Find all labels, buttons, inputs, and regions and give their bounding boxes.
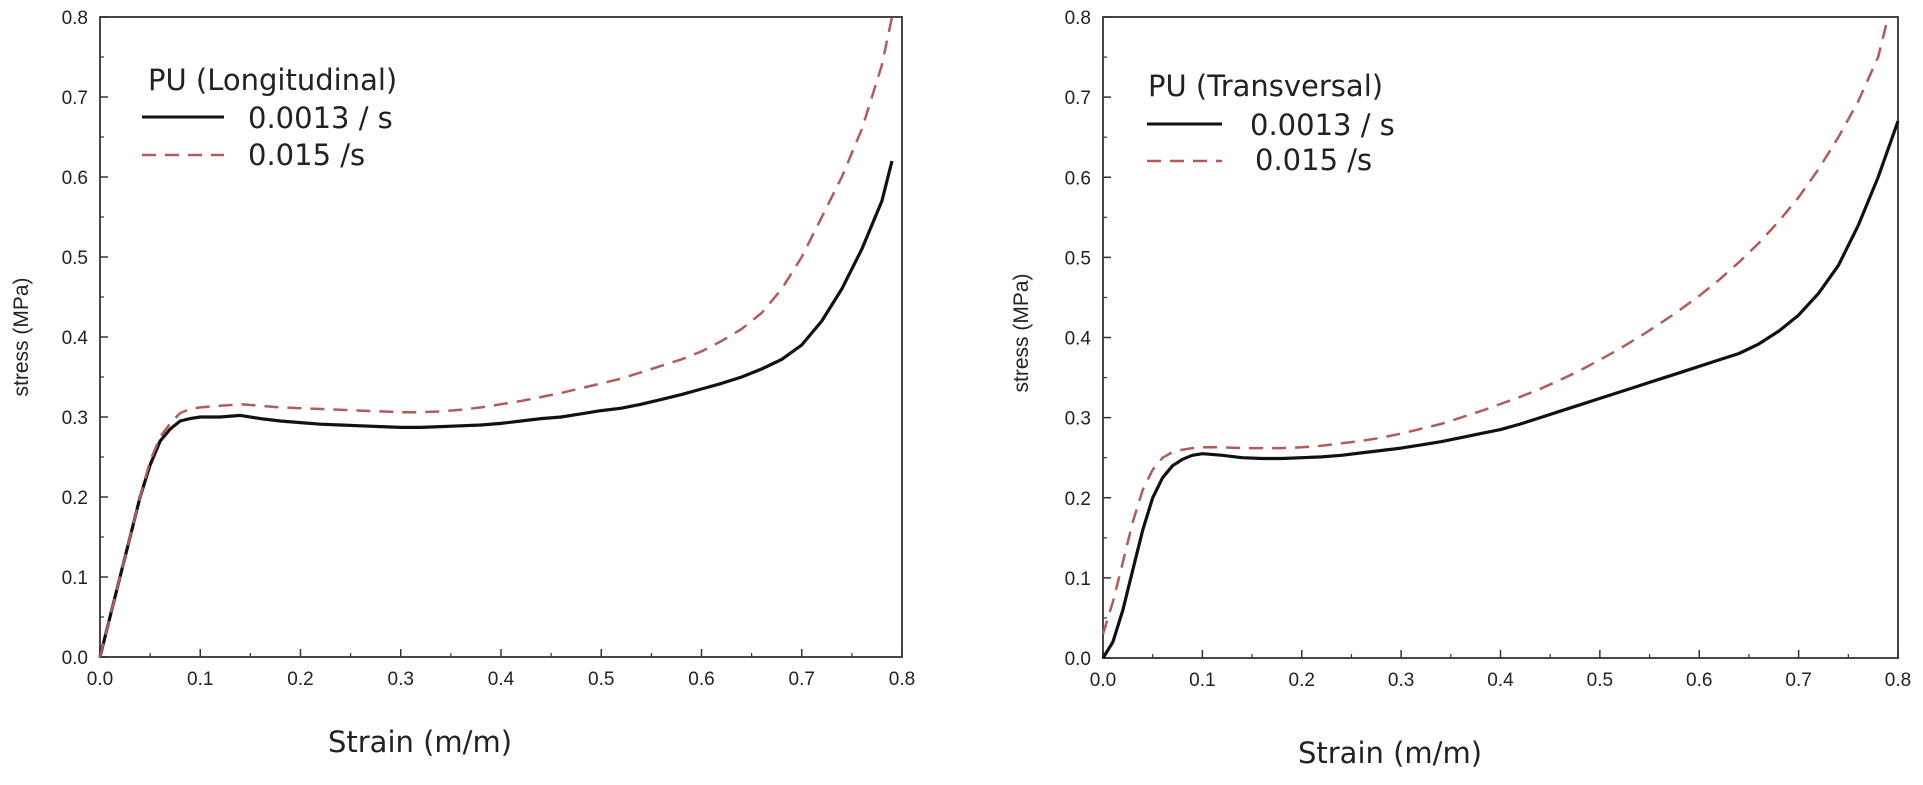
legend: PU (Transversal) 0.0013 / s 0.015 /s xyxy=(1147,69,1395,177)
legend-title: PU (Longitudinal) xyxy=(148,63,397,97)
x-tick-label: 0.6 xyxy=(688,669,714,690)
y-axis-ticks: 0.0 0.1 0.2 0.3 0.4 0.5 0.6 0.7 0.8 xyxy=(1065,8,1111,670)
x-axis-ticks: 0.0 0.1 0.2 0.3 0.4 0.5 0.6 0.7 0.8 xyxy=(87,649,915,690)
y-tick-label: 0.5 xyxy=(1065,248,1091,269)
series-group xyxy=(1101,16,1900,659)
y-tick-label: 0.1 xyxy=(1065,569,1091,590)
x-tick-label: 0.0 xyxy=(1090,670,1116,691)
y-tick-label: 0.4 xyxy=(62,328,89,349)
y-tick-label: 0.2 xyxy=(1065,489,1091,510)
x-tick-label: 0.2 xyxy=(287,669,313,690)
y-axis-label: stress (MPa) xyxy=(1010,273,1033,392)
y-tick-label: 0.8 xyxy=(1065,8,1091,29)
y-tick-label: 0.7 xyxy=(62,88,88,109)
y-tick-label: 0.0 xyxy=(62,648,88,669)
plot-frame xyxy=(99,16,903,658)
legend: PU (Longitudinal) 0.0013 / s 0.015 /s xyxy=(142,63,397,172)
y-tick-label: 0.7 xyxy=(1065,88,1091,109)
x-tick-label: 0.7 xyxy=(1785,670,1811,691)
series-group xyxy=(98,16,894,658)
y-axis-label: stress (MPa) xyxy=(10,277,33,396)
x-tick-label: 0.5 xyxy=(588,669,614,690)
x-tick-label: 0.0 xyxy=(87,669,113,690)
x-axis-ticks: 0.0 0.1 0.2 0.3 0.4 0.5 0.6 0.7 0.8 xyxy=(1090,650,1911,691)
x-tick-label: 0.4 xyxy=(488,669,515,690)
x-tick-label: 0.1 xyxy=(1189,670,1215,691)
x-tick-label: 0.8 xyxy=(1885,670,1911,691)
y-tick-label: 0.3 xyxy=(62,408,88,429)
x-tick-label: 0.5 xyxy=(1587,670,1613,691)
x-tick-label: 0.6 xyxy=(1686,670,1712,691)
y-tick-label: 0.6 xyxy=(1065,168,1091,189)
x-tick-label: 0.1 xyxy=(187,669,213,690)
y-tick-label: 0.2 xyxy=(62,488,88,509)
plot-frame xyxy=(1102,16,1899,659)
y-tick-label: 0.1 xyxy=(62,568,88,589)
y-tick-label: 0.6 xyxy=(62,168,88,189)
y-tick-label: 0.4 xyxy=(1065,329,1092,350)
y-axis-ticks: 0.0 0.1 0.2 0.3 0.4 0.5 0.6 0.7 0.8 xyxy=(62,8,108,669)
x-tick-label: 0.2 xyxy=(1289,670,1315,691)
y-tick-label: 0.8 xyxy=(62,8,88,29)
y-tick-label: 0.0 xyxy=(1065,649,1091,670)
x-tick-label: 0.4 xyxy=(1487,670,1514,691)
x-axis-label: Strain (m/m) xyxy=(1298,736,1482,770)
series-line-2 xyxy=(98,16,894,658)
x-tick-label: 0.8 xyxy=(889,669,915,690)
legend-label-series-1: 0.0013 / s xyxy=(1250,108,1395,142)
y-tick-label: 0.5 xyxy=(62,248,88,269)
legend-title: PU (Transversal) xyxy=(1148,69,1383,103)
x-axis-label: Strain (m/m) xyxy=(328,725,512,759)
legend-label-series-1: 0.0013 / s xyxy=(248,101,393,135)
series-line-1 xyxy=(98,160,894,658)
x-tick-label: 0.3 xyxy=(388,669,414,690)
series-line-2 xyxy=(1101,16,1890,635)
legend-label-series-2: 0.015 /s xyxy=(1255,143,1372,177)
series-line-1 xyxy=(1101,120,1900,659)
chart-transversal: 0.0 0.1 0.2 0.3 0.4 0.5 0.6 0.7 0.8 0.0 0.1 0.2 0.3… xyxy=(1010,8,1911,770)
legend-label-series-2: 0.015 /s xyxy=(248,138,365,172)
x-tick-label: 0.7 xyxy=(789,669,815,690)
chart-longitudinal: 0.0 0.1 0.2 0.3 0.4 0.5 0.6 0.7 0.8 0.0 0.1 0.2 0.3… xyxy=(10,8,915,759)
x-tick-label: 0.3 xyxy=(1388,670,1414,691)
y-tick-label: 0.3 xyxy=(1065,409,1091,430)
